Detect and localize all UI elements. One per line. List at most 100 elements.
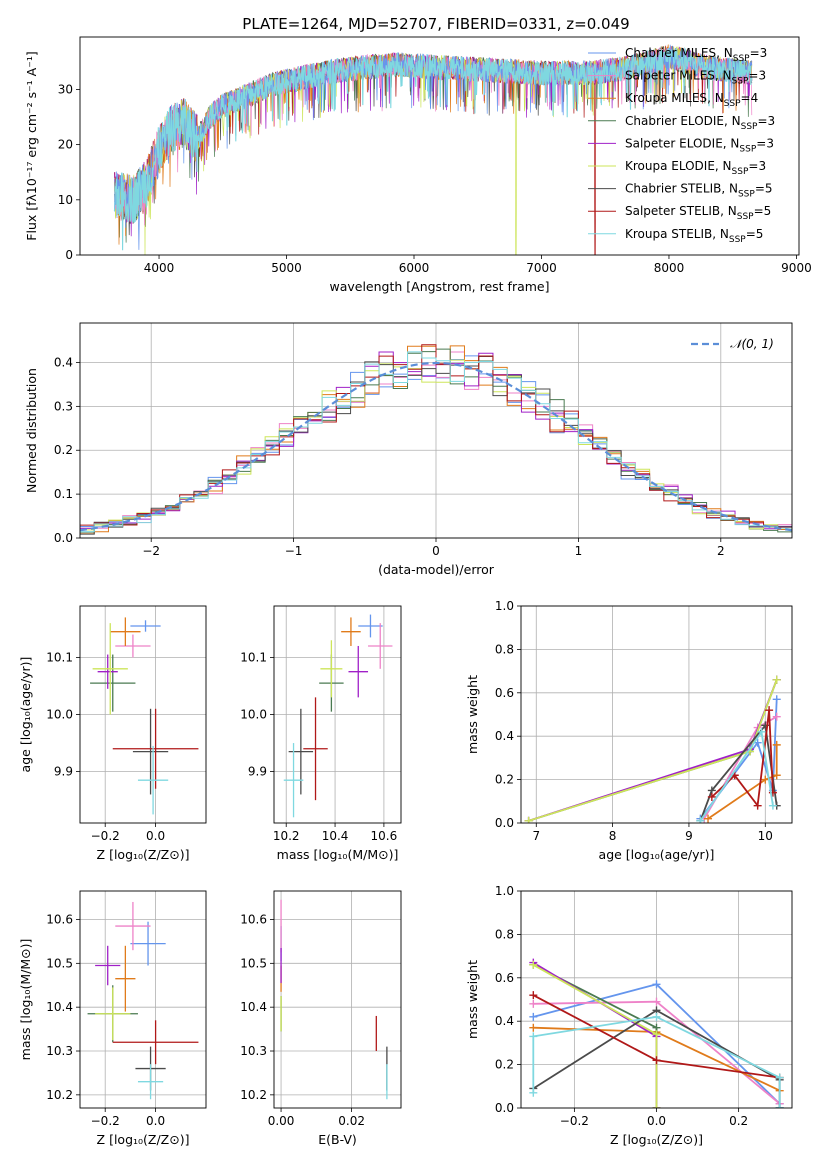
x-tick-label: 0.0 xyxy=(647,1114,666,1128)
y-axis-label: mass [log₁₀(M/M⊙)] xyxy=(18,939,33,1061)
point-marker xyxy=(768,801,777,810)
y-tick-label: 10.2 xyxy=(46,1088,73,1102)
y-tick-label: 10.4 xyxy=(240,1000,267,1014)
normal-reference-curve xyxy=(80,361,792,532)
y-tick-label: 0.4 xyxy=(495,1014,514,1028)
legend-subscript: SSP xyxy=(739,144,756,154)
point-marker xyxy=(772,771,781,780)
y-tick-label: 0.0 xyxy=(495,1101,514,1115)
legend-label: Salpeter STELIB, NSSP=5 xyxy=(625,204,771,222)
point-marker xyxy=(707,792,716,801)
legend-series-name: Salpeter MILES xyxy=(625,69,715,83)
y-tick-label: 10.6 xyxy=(46,912,73,926)
x-axis-label: age [log₁₀(age/yr)] xyxy=(599,847,715,862)
legend-subscript: SSP xyxy=(724,99,741,109)
point-marker xyxy=(765,706,774,715)
legend-label: Kroupa ELODIE, NSSP=3 xyxy=(625,159,766,177)
y-tick-label: 10.0 xyxy=(240,708,267,722)
axes-frame xyxy=(79,605,207,824)
x-tick-label: 0.0 xyxy=(146,1114,165,1128)
panel-mass-vs-Z: −0.2 0.0 10.2 10.3 10.4 10.5 10.6 Z [log₁₀(Z/Z⊙… xyxy=(18,890,207,1147)
x-tick-label: 7000 xyxy=(526,261,557,275)
point-marker xyxy=(757,727,766,736)
x-tick-label: 1 xyxy=(575,544,583,558)
histogram-series xyxy=(80,351,792,533)
legend-equals: = xyxy=(748,69,758,83)
point-marker xyxy=(529,1088,538,1097)
legend-n: , N xyxy=(715,69,732,83)
x-tick-label: −0.2 xyxy=(560,1114,589,1128)
axes-frame xyxy=(520,890,793,1109)
y-tick-label: 10.5 xyxy=(46,956,73,970)
point-marker xyxy=(529,1032,538,1041)
point-marker xyxy=(772,675,781,684)
point-marker xyxy=(652,980,661,989)
plot-area xyxy=(529,958,784,1108)
x-tick-label: −0.2 xyxy=(91,829,120,843)
x-tick-label: 0.0 xyxy=(146,829,165,843)
x-tick-label: 5000 xyxy=(271,261,302,275)
x-tick-label: 9 xyxy=(685,829,693,843)
legend-label: Kroupa STELIB, NSSP=5 xyxy=(625,227,763,245)
point-marker xyxy=(529,1012,538,1021)
axes-frame xyxy=(273,890,402,1109)
x-tick-label: −1 xyxy=(285,544,303,558)
y-tick-label: 0.6 xyxy=(495,971,514,985)
legend-n: , N xyxy=(723,136,740,150)
legend-count: 5 xyxy=(764,204,772,218)
legend-equals: = xyxy=(756,136,766,150)
x-tick-label: 9000 xyxy=(781,261,812,275)
legend-count: 3 xyxy=(758,69,766,83)
legend-series-name: Salpeter ELODIE xyxy=(625,136,723,150)
legend-n: , N xyxy=(715,159,732,173)
y-axis-label: mass weight xyxy=(465,960,480,1039)
point-marker xyxy=(761,775,770,784)
y-tick-label: 30 xyxy=(58,82,73,96)
point-marker xyxy=(753,801,762,810)
axes-frame xyxy=(520,605,793,824)
point-marker xyxy=(775,1073,784,1082)
y-tick-label: 10.3 xyxy=(240,1044,267,1058)
legend-series-name: Kroupa MILES xyxy=(625,91,707,105)
figure-title: PLATE=1264, MJD=52707, FIBERID=0331, z=0… xyxy=(242,15,629,33)
point-marker xyxy=(652,1012,661,1021)
legend-subscript: SSP xyxy=(738,190,755,200)
y-tick-label: 20 xyxy=(58,138,73,152)
x-axis-label: Z [log₁₀(Z/Z⊙)] xyxy=(97,847,190,862)
y-tick-label: 0.6 xyxy=(495,686,514,700)
y-tick-label: 10.6 xyxy=(240,912,267,926)
histogram-series xyxy=(80,344,792,529)
legend-subscript: SSP xyxy=(741,122,758,132)
panel-residuals: −2 −1 0 1 2 0.0 0.1 0.2 0.3 0.4 (data-model)/error… xyxy=(24,322,793,577)
point-marker xyxy=(524,816,533,823)
legend-series-name: Salpeter STELIB xyxy=(625,204,720,218)
y-tick-label: 0.0 xyxy=(54,531,73,545)
y-tick-label: 10.1 xyxy=(240,650,267,664)
legend-label: Salpeter ELODIE, NSSP=3 xyxy=(625,136,774,154)
plot-area xyxy=(524,675,781,823)
x-tick-label: 4000 xyxy=(144,261,175,275)
y-tick-label: 0.8 xyxy=(495,642,514,656)
x-axis-label: Z [log₁₀(Z/Z⊙)] xyxy=(610,1132,703,1147)
point-marker xyxy=(772,712,781,721)
y-tick-label: 0.1 xyxy=(54,487,73,501)
x-axis-label: wavelength [Angstrom, rest frame] xyxy=(329,279,549,294)
y-tick-label: 0.2 xyxy=(495,773,514,787)
y-tick-label: 1.0 xyxy=(495,884,514,898)
x-tick-label: 10.4 xyxy=(322,829,349,843)
legend-series-name: Chabrier ELODIE xyxy=(625,114,724,128)
legend-subscript: SSP xyxy=(732,167,749,177)
point-marker xyxy=(696,816,705,823)
point-marker xyxy=(772,740,781,749)
point-marker xyxy=(652,1030,661,1039)
y-tick-label: 10.0 xyxy=(46,708,73,722)
legend-equals: = xyxy=(746,227,756,241)
legend-label: 𝒩(0, 1) xyxy=(730,337,774,351)
spectrum-line xyxy=(113,46,753,251)
legend-count: 3 xyxy=(758,159,766,173)
x-tick-label: −2 xyxy=(142,544,160,558)
y-tick-label: 10.1 xyxy=(46,650,73,664)
legend-subscript: SSP xyxy=(732,77,749,87)
y-tick-label: 10.3 xyxy=(46,1044,73,1058)
